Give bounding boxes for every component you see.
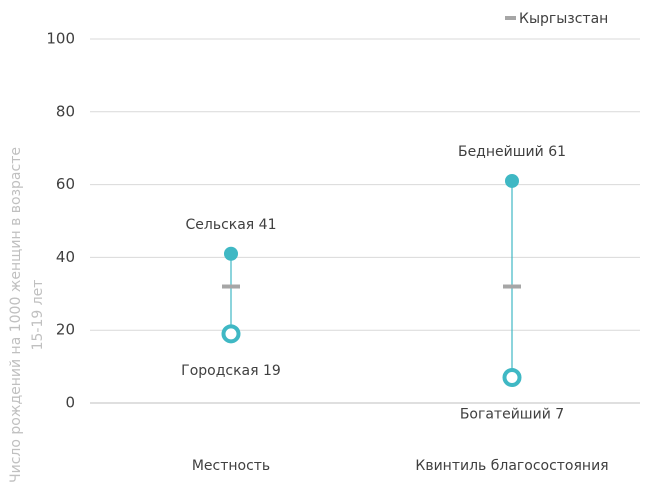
y-tick-label: 60 [56,175,75,193]
data-label: Беднейший 61 [458,144,566,160]
y-tick-label: 40 [56,248,75,266]
high-point [224,246,238,261]
y-axis-title-line: 15-19 лет [30,280,46,351]
x-tick-label: Квинтиль благосостояния [415,458,608,474]
y-tick-label: 100 [46,30,75,48]
y-axis-title: Число рождений на 1000 женщин в возрасте… [8,147,46,483]
high-point [505,173,519,188]
low-point [502,368,522,388]
legend-label: Кыргызстан [519,11,608,27]
y-tick-label: 80 [56,102,75,120]
legend-marker [505,16,516,20]
y-axis-title-line: Число рождений на 1000 женщин в возрасте [8,147,24,483]
low-point [221,324,241,344]
data-label: Сельская 41 [185,217,276,233]
data-label: Городская 19 [181,363,281,379]
y-tick-label: 20 [56,321,75,339]
y-tick-label: 0 [65,394,75,412]
national-marker [222,284,240,289]
national-marker [503,284,521,289]
x-tick-label: Местность [192,458,270,474]
data-label: Богатейший 7 [460,407,564,423]
